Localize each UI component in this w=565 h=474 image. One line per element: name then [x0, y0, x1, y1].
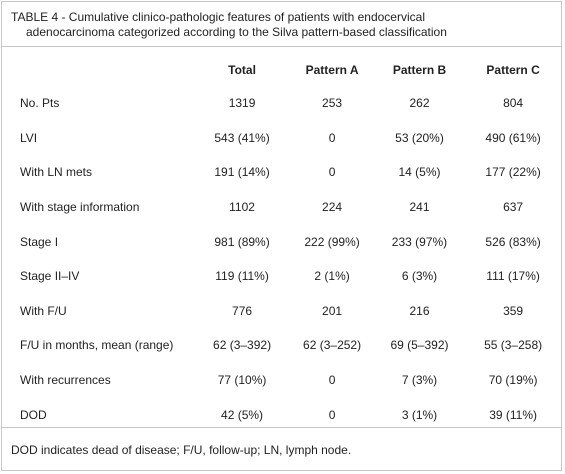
cell-pattern-c: 490 (61%)	[485, 130, 541, 145]
cell-total: 191 (14%)	[214, 165, 270, 180]
cell-total: 776	[232, 303, 253, 318]
cell-pattern-a: 0	[328, 373, 336, 388]
cell-pattern-c: 111 (17%)	[486, 269, 540, 284]
cell-total: 543 (41%)	[214, 130, 270, 145]
cell-total: 119 (11%)	[215, 269, 269, 284]
cell-pattern-a: 201	[322, 303, 343, 318]
cell-pattern-c: 526 (83%)	[485, 234, 541, 249]
header-cell-total: Total	[228, 63, 256, 77]
table-row: LVI 543 (41%) 0 53 (20%) 490 (61%)	[2, 121, 563, 156]
cell-pattern-a: 253	[322, 96, 343, 111]
cell-pattern-b: 6 (3%)	[401, 269, 438, 284]
cell-pattern-c: 39 (11%)	[489, 407, 537, 422]
caption-line-2: adenocarcinoma categorized according to …	[26, 25, 447, 39]
cell-pattern-a: 0	[328, 130, 336, 145]
cell-row-label: With stage information	[20, 200, 140, 215]
cell-row-label: Stage II–IV	[20, 269, 80, 284]
cell-pattern-c: 359	[503, 303, 524, 318]
table-row: No. Pts 1319 253 262 804	[2, 86, 563, 121]
header-cell-pattern-c: Pattern C	[486, 63, 540, 77]
cell-total: 62 (3–392)	[213, 338, 272, 353]
cell-pattern-b: 233 (97%)	[391, 234, 448, 249]
data-table: Total Pattern A Pattern B Pattern C No. …	[2, 54, 563, 432]
table-row: With F/U 776 201 216 359	[2, 294, 563, 329]
table-row: Stage I 981 (89%) 222 (99%) 233 (97%) 526 (8…	[2, 224, 563, 259]
cell-pattern-b: 216	[409, 303, 430, 318]
header-row: Total Pattern A Pattern B Pattern C	[2, 54, 563, 86]
caption-line-1: TABLE 4 - Cumulative clinico-pathologic …	[11, 10, 425, 24]
table-footnote: DOD indicates dead of disease; F/U, foll…	[2, 427, 561, 471]
cell-pattern-a: 222 (99%)	[304, 234, 360, 249]
cell-row-label: DOD	[20, 407, 47, 422]
cell-pattern-a: 0	[328, 407, 336, 422]
cell-pattern-b: 14 (5%)	[398, 165, 441, 180]
cell-pattern-a: 0	[328, 165, 336, 180]
cell-total: 1102	[229, 200, 255, 215]
table-row: With LN mets 191 (14%) 0 14 (5%) 177 (22%)	[2, 155, 563, 190]
header-cell-pattern-a: Pattern A	[305, 63, 359, 77]
cell-row-label: Stage I	[20, 234, 59, 249]
cell-row-label: With LN mets	[20, 165, 93, 180]
cell-total: 981 (89%)	[214, 234, 270, 249]
table-row: F/U in months, mean (range) 62 (3–392) 62 …	[2, 328, 563, 363]
cell-pattern-c: 177 (22%)	[485, 165, 541, 180]
cell-total: 42 (5%)	[221, 407, 264, 422]
cell-row-label: F/U in months, mean (range)	[20, 338, 174, 353]
cell-row-label: No. Pts	[20, 96, 60, 111]
table-row: With recurrences 77 (10%) 0 7 (3%) 70 (19%)	[2, 363, 563, 398]
table-row: With stage information 1102 224 241 637	[2, 190, 563, 225]
table-caption: TABLE 4 - Cumulative clinico-pathologic …	[2, 2, 561, 47]
cell-row-label: With recurrences	[20, 373, 111, 388]
cell-row-label: With F/U	[20, 303, 67, 318]
table-row: DOD 42 (5%) 0 3 (1%) 39 (11%)	[2, 397, 563, 432]
table-row: Stage II–IV 119 (11%) 2 (1%) 6 (3%) 111 (17%…	[2, 259, 563, 294]
cell-pattern-a: 2 (1%)	[314, 269, 350, 284]
header-cell-label	[2, 54, 196, 86]
cell-pattern-c: 804	[503, 96, 524, 111]
cell-total: 1319	[228, 96, 256, 111]
header-cell-pattern-b: Pattern B	[392, 63, 447, 77]
cell-row-label: LVI	[20, 130, 38, 145]
cell-pattern-b: 3 (1%)	[401, 407, 438, 422]
cell-pattern-c: 70 (19%)	[488, 373, 538, 388]
cell-pattern-a: 224	[322, 200, 343, 215]
cell-pattern-b: 241	[409, 200, 430, 215]
cell-total: 77 (10%)	[217, 373, 267, 388]
cell-pattern-c: 637	[503, 200, 524, 215]
cell-pattern-b: 7 (3%)	[401, 373, 438, 388]
cell-pattern-c: 55 (3–258)	[484, 338, 543, 353]
cell-pattern-a: 62 (3–252)	[303, 338, 362, 353]
cell-pattern-b: 262	[409, 96, 430, 111]
cell-pattern-b: 69 (5–392)	[390, 338, 449, 353]
cell-pattern-b: 53 (20%)	[395, 130, 444, 145]
